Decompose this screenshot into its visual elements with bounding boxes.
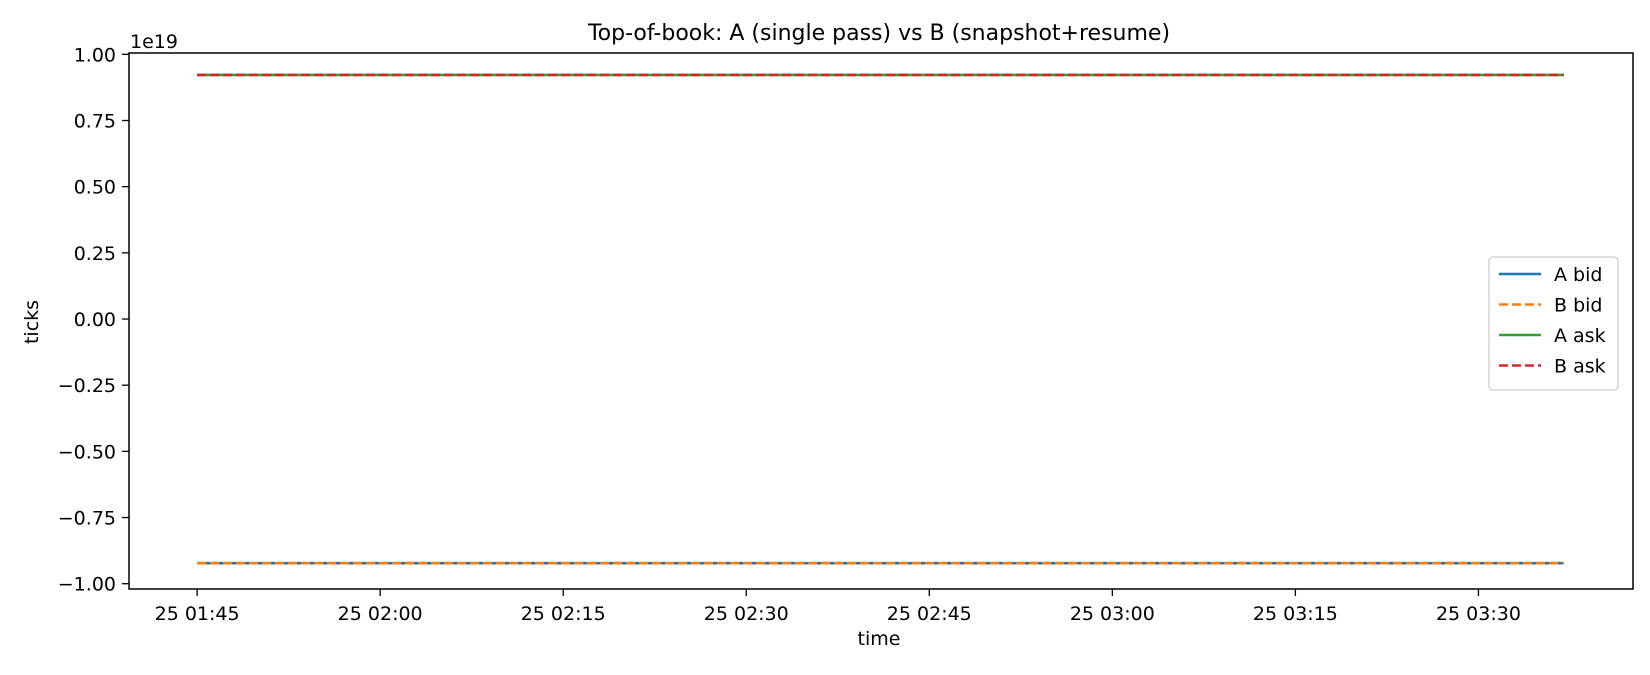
chart-title: Top-of-book: A (single pass) vs B (snaps… [587,21,1170,46]
x-tick-label: 25 03:15 [1253,603,1338,625]
x-tick-label: 25 03:30 [1436,603,1521,625]
y-offset-label: 1e19 [130,31,178,53]
x-tick-label: 25 02:30 [704,603,789,625]
legend-label: A bid [1554,264,1602,286]
y-tick-label: −0.25 [58,375,116,397]
y-tick-label: 0.75 [74,110,116,132]
y-tick-label: 0.50 [74,177,116,199]
legend-frame [1488,256,1619,391]
legend-label: B ask [1554,356,1606,378]
x-tick-label: 25 03:00 [1070,603,1155,625]
y-tick-label: −1.00 [58,574,116,596]
y-axis-label: ticks [21,300,43,344]
legend-label: A ask [1554,325,1606,347]
x-tick-label: 25 02:45 [887,603,972,625]
legend: A bid B bid A ask B ask [1488,256,1619,391]
y-tick-label: 0.00 [74,309,116,331]
plot-area [197,73,1564,565]
y-axis: −1.00 −0.75 −0.50 −0.25 0.00 0.25 0.50 0.75 1.00 [58,44,129,596]
y-tick-label: 0.25 [74,243,116,265]
legend-label: B bid [1554,295,1602,317]
y-tick-label: −0.50 [58,441,116,463]
x-axis-label: time [858,628,901,650]
y-tick-label: −0.75 [58,508,116,530]
x-tick-label: 25 01:45 [155,603,240,625]
axes-frame [128,52,1634,590]
y-tick-label: 1.00 [74,44,116,66]
x-axis: 25 01:45 25 02:00 25 02:15 25 02:30 25 02:45… [155,589,1521,625]
x-tick-label: 25 02:15 [521,603,606,625]
x-tick-label: 25 02:00 [338,603,423,625]
